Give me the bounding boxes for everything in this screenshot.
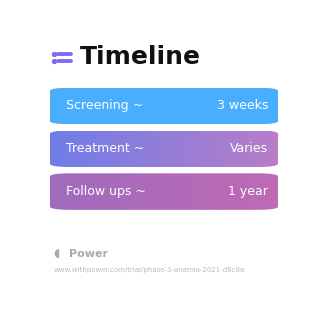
Text: Varies: Varies bbox=[230, 142, 268, 155]
Text: 3 weeks: 3 weeks bbox=[217, 99, 268, 112]
Text: Treatment ~: Treatment ~ bbox=[66, 142, 144, 155]
Text: Power: Power bbox=[68, 249, 108, 259]
Text: 1 year: 1 year bbox=[228, 185, 268, 198]
Text: www.withpower.com/trial/phase-3-anemia-2021-d8c8a: www.withpower.com/trial/phase-3-anemia-2… bbox=[54, 267, 245, 273]
Text: Timeline: Timeline bbox=[80, 45, 201, 69]
Text: Screening ~: Screening ~ bbox=[66, 99, 143, 112]
Text: ◖: ◖ bbox=[54, 247, 60, 260]
Text: Follow ups ~: Follow ups ~ bbox=[66, 185, 146, 198]
